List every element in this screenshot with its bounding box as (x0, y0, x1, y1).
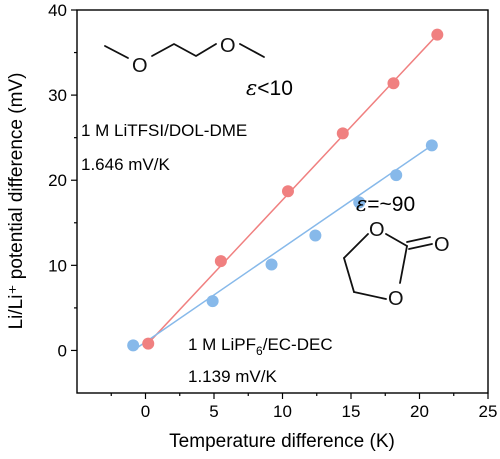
epsilon-high-label: ε=~90 (356, 192, 415, 216)
axis-ticks: 0 5 10 15 20 25 0 10 20 30 40 (48, 1, 497, 421)
pf6-label-suffix: /EC-DEC (263, 335, 333, 354)
x-tick-label: 20 (410, 402, 429, 421)
tfsi-data-point (281, 185, 294, 198)
pf6-data-point (425, 139, 438, 152)
x-tick-label: 10 (273, 402, 292, 421)
data-points (127, 28, 444, 352)
pf6-slope: 1.139 mV/K (188, 367, 277, 386)
pf6-label: 1 M LiPF6/EC-DEC (188, 335, 333, 358)
tfsi-data-point (387, 77, 400, 90)
tfsi-label: 1 M LiTFSI/DOL-DME (81, 121, 247, 140)
epsilon-low-value: <10 (257, 77, 293, 100)
pf6-data-point (309, 229, 322, 242)
pf6-data-point (353, 196, 366, 209)
tfsi-data-point (431, 28, 444, 41)
x-tick-label: 25 (479, 402, 498, 421)
tfsi-data-point (336, 127, 349, 140)
dme-molecule: O O (104, 35, 265, 77)
pf6-data-point (127, 339, 140, 352)
pf6-label-subscript: 6 (256, 344, 263, 358)
tfsi-data-point (142, 337, 155, 350)
dme-oxygen-right: O (220, 35, 236, 57)
epsilon-low-label: ε<10 (246, 76, 293, 100)
y-tick-label: 0 (58, 341, 67, 360)
x-tick-label: 5 (209, 402, 218, 421)
y-tick-label: 20 (48, 171, 67, 190)
pf6-data-point (390, 169, 403, 182)
tfsi-slope: 1.646 mV/K (81, 155, 170, 174)
y-tick-label: 30 (48, 86, 67, 105)
pf6-data-point (265, 258, 278, 271)
ec-ring-oxygen-bottom: O (388, 288, 404, 310)
y-tick-label: 10 (48, 256, 67, 275)
x-tick-label: 0 (141, 402, 150, 421)
x-axis-label: Temperature difference (K) (169, 431, 395, 452)
tfsi-data-point (214, 255, 227, 268)
y-axis-label: Li/Li⁺ potential difference (mV) (6, 73, 27, 330)
ec-molecule: O O O (343, 219, 450, 310)
x-tick-label: 15 (342, 402, 361, 421)
epsilon-low-symbol: ε (246, 76, 257, 100)
ec-ring-oxygen-top: O (369, 219, 385, 241)
epsilon-high-symbol: ε (356, 192, 367, 216)
epsilon-high-value: =~90 (367, 193, 415, 216)
pf6-fit-line (132, 144, 433, 352)
ec-carbonyl-oxygen: O (434, 234, 450, 256)
dme-oxygen-left: O (132, 55, 148, 77)
pf6-label-prefix: 1 M LiPF (188, 335, 256, 354)
y-tick-label: 40 (48, 1, 67, 20)
pf6-data-point (206, 295, 219, 308)
